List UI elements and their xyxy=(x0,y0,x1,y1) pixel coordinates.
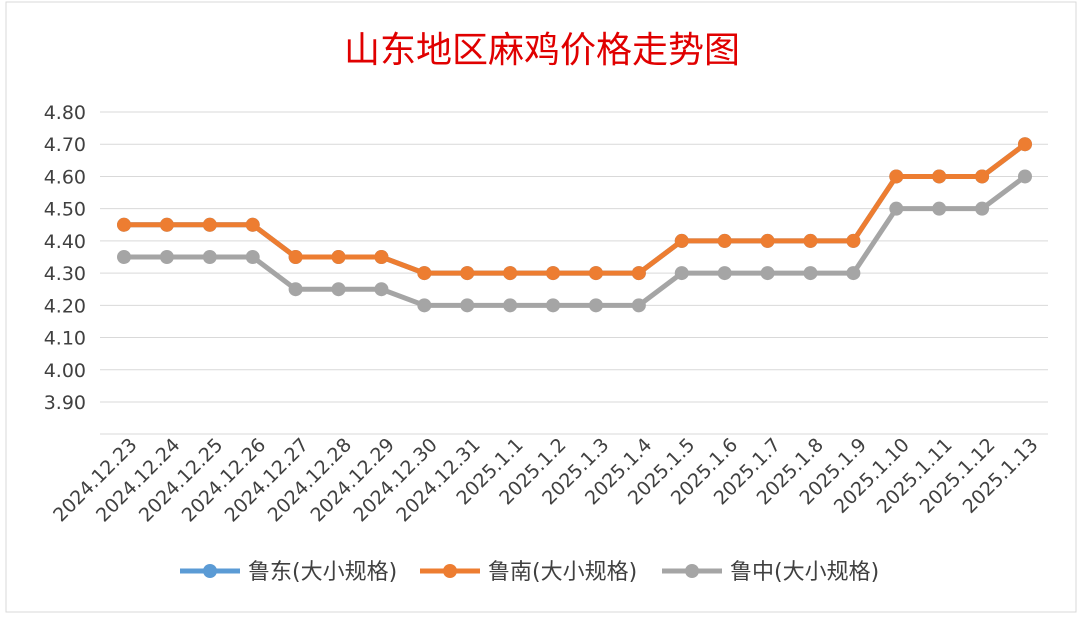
y-tick-label: 3.90 xyxy=(44,392,86,414)
y-tick-label: 4.30 xyxy=(44,263,86,285)
data-point xyxy=(674,266,689,281)
data-point xyxy=(460,298,475,313)
y-tick-label: 4.20 xyxy=(44,295,86,317)
data-point xyxy=(631,266,646,281)
data-point xyxy=(846,266,861,281)
gridlines xyxy=(100,111,1048,435)
data-point xyxy=(460,266,475,281)
data-point xyxy=(417,266,432,281)
data-point xyxy=(717,266,732,281)
chart-title: 山东地区麻鸡价格走势图 xyxy=(344,30,740,71)
y-tick-label: 4.50 xyxy=(44,199,86,221)
data-point xyxy=(288,282,303,297)
data-point xyxy=(331,282,346,297)
data-point xyxy=(1018,137,1032,152)
data-point xyxy=(374,250,389,264)
data-point xyxy=(717,233,732,248)
y-tick-label: 4.80 xyxy=(44,102,86,124)
data-point xyxy=(202,217,217,232)
data-point xyxy=(503,266,518,281)
data-point xyxy=(159,250,174,264)
data-point xyxy=(975,201,990,216)
data-point xyxy=(546,298,561,313)
data-point xyxy=(975,169,990,184)
y-tick-label: 4.40 xyxy=(44,231,86,253)
legend-swatch-marker xyxy=(685,564,699,578)
data-point xyxy=(117,250,131,264)
data-point xyxy=(631,298,646,313)
data-point xyxy=(245,217,260,232)
series-2 xyxy=(117,169,1032,313)
data-point xyxy=(117,217,131,232)
series-lines xyxy=(117,137,1032,313)
data-point xyxy=(245,250,260,264)
data-point xyxy=(846,233,861,248)
series-line xyxy=(124,174,1027,308)
legend-item: 鲁中(大小规格) xyxy=(662,560,879,585)
data-point xyxy=(889,201,904,216)
legend-label: 鲁南(大小规格) xyxy=(488,560,637,585)
legend-label: 鲁东(大小规格) xyxy=(248,560,397,585)
data-point xyxy=(1018,169,1032,184)
y-tick-label: 4.10 xyxy=(44,328,86,350)
data-point xyxy=(546,266,561,281)
y-axis-tick-labels: 4.80 4.70 4.60 4.50 4.40 4.30 4.20 4.10 4.00 3.90 xyxy=(44,102,86,414)
series-line xyxy=(124,142,1027,276)
data-point xyxy=(889,169,904,184)
y-tick-label: 4.00 xyxy=(44,360,86,382)
data-point xyxy=(331,250,346,264)
data-point xyxy=(803,233,818,248)
data-point xyxy=(503,298,518,313)
y-tick-label: 4.60 xyxy=(44,166,86,188)
data-point xyxy=(159,217,174,232)
legend: 鲁东(大小规格) 鲁南(大小规格) 鲁中(大小规格) xyxy=(180,560,879,585)
data-point xyxy=(932,169,947,184)
y-tick-label: 4.70 xyxy=(44,134,86,156)
data-point xyxy=(288,250,303,264)
legend-label: 鲁中(大小规格) xyxy=(730,560,879,585)
data-point xyxy=(417,298,432,313)
legend-swatch-marker xyxy=(203,564,217,578)
data-point xyxy=(374,282,389,297)
series-1 xyxy=(117,137,1032,281)
data-point xyxy=(202,250,217,264)
data-point xyxy=(588,298,603,313)
data-point xyxy=(760,266,775,281)
data-point xyxy=(674,233,689,248)
data-point xyxy=(932,201,947,216)
legend-swatch-marker xyxy=(443,564,457,578)
legend-item: 鲁南(大小规格) xyxy=(420,560,637,585)
data-point xyxy=(760,233,775,248)
legend-item: 鲁东(大小规格) xyxy=(180,560,397,585)
data-point xyxy=(588,266,603,281)
data-point xyxy=(803,266,818,281)
